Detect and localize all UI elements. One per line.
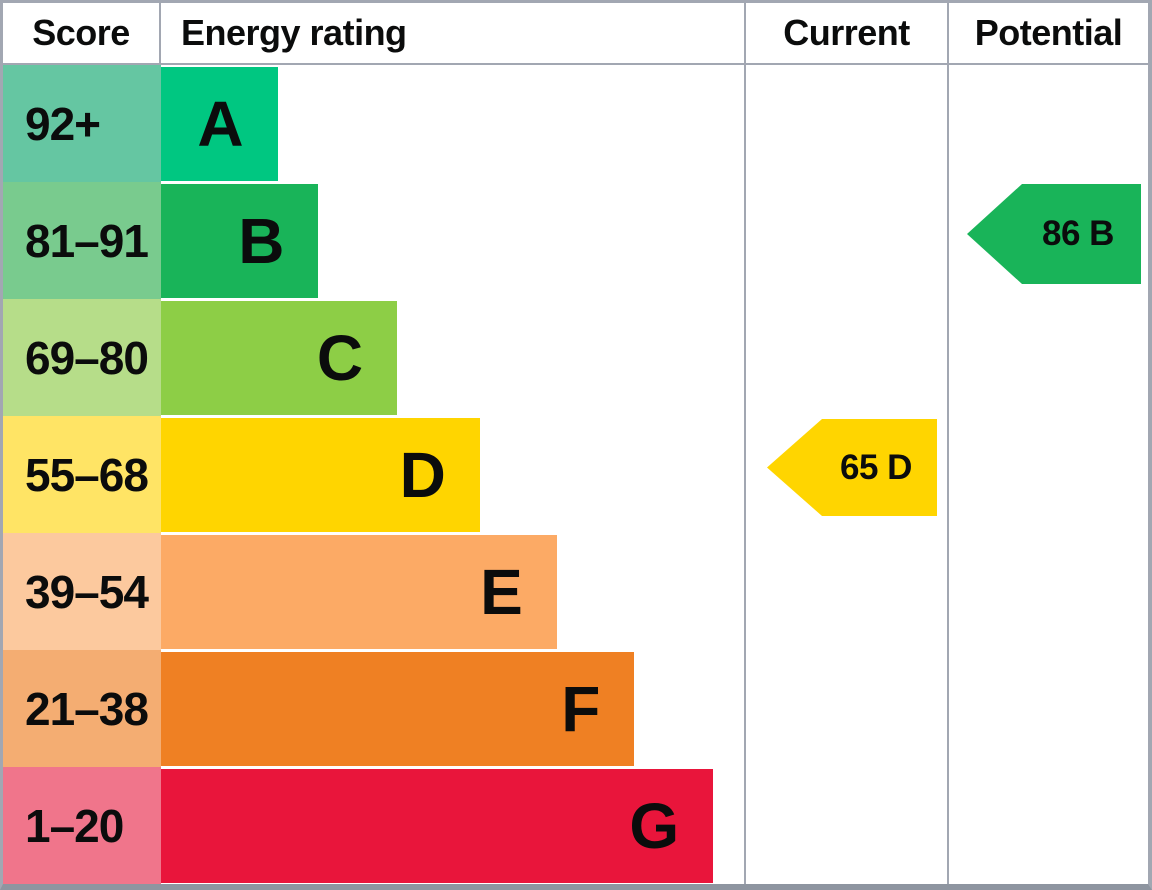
current-cell-c (746, 299, 949, 416)
potential-rating-label: 86 B (1042, 214, 1114, 253)
potential-cell-d (949, 416, 1148, 533)
column-header-score: Score (3, 3, 161, 65)
band-bar-cell-f: F (161, 650, 746, 767)
potential-cell-b: 86 B (949, 182, 1148, 299)
score-range-e: 39–54 (3, 533, 161, 650)
score-range-g: 1–20 (3, 767, 161, 884)
band-letter-g: G (629, 789, 680, 862)
column-header-current: Current (746, 3, 949, 65)
band-letter-a: A (197, 87, 244, 160)
potential-cell-f (949, 650, 1148, 767)
current-rating-label: 65 D (840, 447, 912, 487)
band-letter-f: F (561, 672, 601, 745)
band-bar-b: B (161, 183, 319, 298)
band-letter-e: E (480, 555, 523, 628)
current-cell-g (746, 767, 949, 884)
column-header-score-label: Score (32, 12, 130, 53)
current-cell-a (746, 65, 949, 182)
band-letter-b: B (238, 204, 285, 277)
potential-rating-arrow: 86 B (967, 184, 1141, 284)
current-rating-arrow: 65 D (767, 419, 937, 516)
band-bar-g: G (161, 768, 714, 883)
band-bar-cell-e: E (161, 533, 746, 650)
potential-cell-e (949, 533, 1148, 650)
band-bar-f: F (161, 651, 635, 766)
potential-cell-g (949, 767, 1148, 884)
column-header-current-label: Current (783, 12, 910, 53)
current-cell-b (746, 182, 949, 299)
current-cell-e (746, 533, 949, 650)
potential-cell-c (949, 299, 1148, 416)
score-range-d: 55–68 (3, 416, 161, 533)
score-range-g-label: 1–20 (25, 799, 124, 852)
score-range-f: 21–38 (3, 650, 161, 767)
column-header-potential-label: Potential (974, 12, 1123, 53)
potential-cell-a (949, 65, 1148, 182)
current-cell-f (746, 650, 949, 767)
column-header-energy-rating-label: Energy rating (181, 12, 407, 53)
band-bar-cell-a: A (161, 65, 746, 182)
column-header-energy-rating: Energy rating (161, 3, 746, 65)
score-range-e-label: 39–54 (25, 565, 149, 618)
band-bar-d: D (161, 417, 480, 532)
band-letter-d: D (399, 438, 446, 511)
band-letter-c: C (316, 321, 364, 394)
band-bar-cell-b: B (161, 182, 746, 299)
band-bar-e: E (161, 534, 557, 649)
band-bar-cell-c: C (161, 299, 746, 416)
score-range-c-label: 69–80 (25, 331, 149, 384)
band-bar-a: A (161, 66, 278, 181)
score-range-b: 81–91 (3, 182, 161, 299)
score-range-a: 92+ (3, 65, 161, 182)
band-bar-cell-g: G (161, 767, 746, 884)
score-range-c: 69–80 (3, 299, 161, 416)
score-range-a-label: 92+ (25, 97, 101, 150)
score-range-b-label: 81–91 (25, 214, 149, 267)
band-bar-cell-d: D (161, 416, 746, 533)
column-header-potential: Potential (949, 3, 1148, 65)
score-range-f-label: 21–38 (25, 682, 149, 735)
current-cell-d: 65 D (746, 416, 949, 533)
band-bar-c: C (161, 300, 398, 415)
score-range-d-label: 55–68 (25, 448, 149, 501)
